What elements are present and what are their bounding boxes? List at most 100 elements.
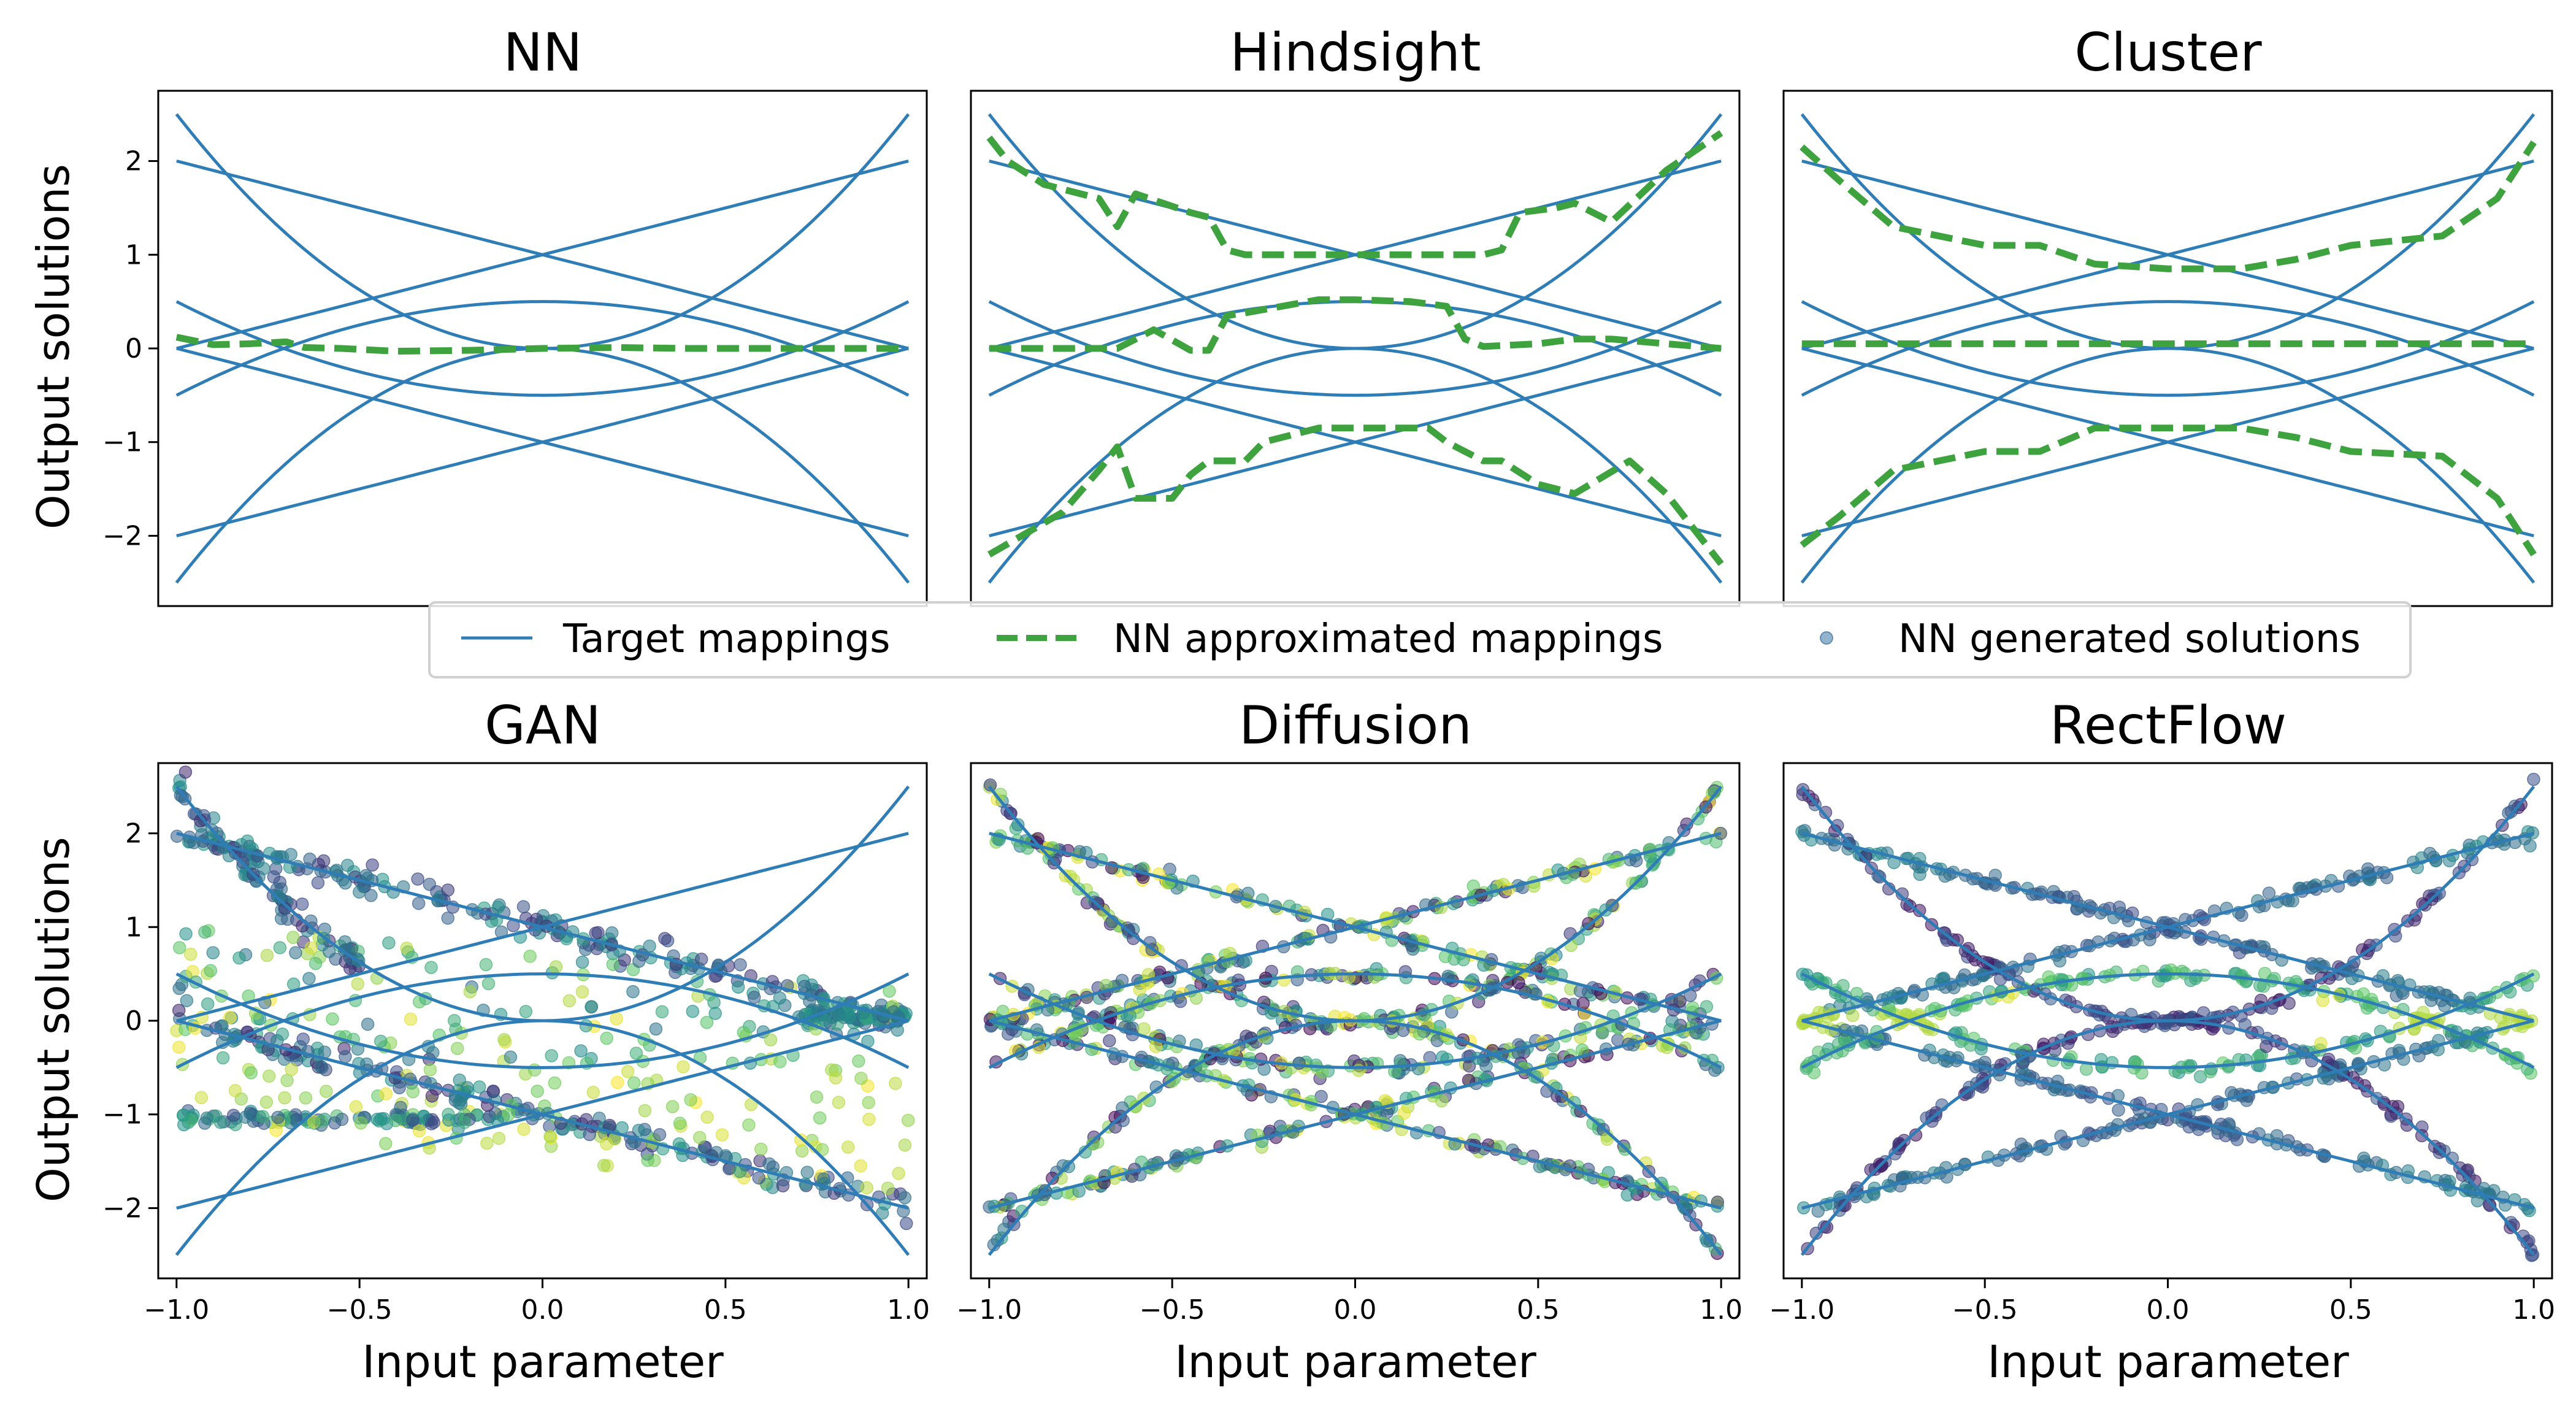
scatter-point	[752, 1171, 765, 1185]
scatter-point	[504, 1050, 518, 1064]
scatter-point	[699, 1140, 713, 1154]
scatter-point	[442, 1113, 456, 1127]
scatter-point	[354, 1116, 368, 1130]
scatter-point	[610, 1012, 623, 1026]
scatter-point	[216, 1051, 230, 1065]
scatter-point	[244, 1066, 258, 1080]
scatter-point	[2314, 1037, 2328, 1051]
scatter-point	[280, 1073, 294, 1088]
scatter-point	[406, 1085, 420, 1099]
target-mapping-line	[175, 972, 910, 1069]
scatter-point	[198, 925, 212, 939]
scatter-point	[296, 1032, 310, 1046]
target-mapping-line	[989, 347, 1722, 537]
scatter-point	[309, 956, 323, 970]
y-axis-label-top: Output solutions	[28, 164, 79, 529]
scatter-point	[299, 1091, 313, 1105]
x-tick-label: 0.0	[2147, 1294, 2190, 1326]
y-tick-label: 2	[125, 146, 142, 177]
scatter-point	[841, 1140, 855, 1154]
scatter-point	[1397, 1106, 1411, 1120]
scatter-point	[1357, 1012, 1371, 1026]
scatter-point	[632, 1123, 646, 1137]
scatter-point	[173, 941, 186, 954]
scatter-point	[2456, 1168, 2469, 1182]
scatter-point	[1892, 1137, 1906, 1151]
target-mapping-line	[989, 832, 1722, 1023]
x-tick-label: 1.0	[1700, 1294, 1742, 1326]
plot-area-nn	[175, 113, 910, 584]
approx-mapping-line	[987, 424, 1724, 566]
x-tick-label: −1.0	[1769, 1294, 1834, 1326]
scatter-point	[854, 1159, 868, 1173]
scatter-point	[2527, 772, 2540, 786]
plot-area-diffusion	[983, 778, 1728, 1260]
panel-title-hindsight: Hindsight	[1230, 22, 1481, 83]
scatter-point	[1011, 818, 1025, 832]
scatter-point	[655, 1005, 669, 1019]
scatter-point	[1045, 1172, 1059, 1185]
scatter-point	[574, 1044, 588, 1058]
scatter-point	[423, 1063, 437, 1077]
target-mappings-cluster	[1800, 113, 2536, 584]
scatter-point	[412, 896, 426, 910]
scatter-point	[898, 1138, 912, 1152]
scatter-point	[575, 955, 589, 969]
scatter-point	[889, 1077, 902, 1090]
scatter-point	[339, 1050, 352, 1064]
scatter-point	[262, 1069, 276, 1083]
scatter-point	[562, 994, 577, 1008]
scatter-point	[259, 1096, 274, 1109]
scatter-point	[597, 1159, 611, 1172]
scatter-point	[319, 1063, 332, 1077]
scatter-point	[423, 877, 437, 891]
scatter-point	[223, 1010, 237, 1024]
scatter-point	[450, 1042, 464, 1055]
scatter-point	[606, 958, 620, 971]
scatter-point	[172, 1004, 186, 1017]
scatter-point	[377, 1112, 391, 1126]
scatter-point	[349, 1100, 363, 1114]
scatter-point	[605, 926, 619, 940]
scatter-point	[764, 1033, 778, 1046]
approx-mapping-line	[1800, 424, 2537, 557]
scatter-point	[549, 960, 563, 973]
x-tick-label: −0.5	[1140, 1294, 1205, 1326]
scatter-point	[2235, 908, 2248, 922]
legend-generated-marker	[1820, 631, 1833, 645]
target-mapping-line	[1801, 159, 2534, 350]
scatter-point	[176, 1108, 190, 1123]
scatter-point	[693, 1131, 707, 1145]
approx-mapping-line	[1800, 140, 2537, 272]
target-mapping-line	[988, 300, 1722, 397]
scatter-point	[1015, 1204, 1029, 1218]
scatter-point	[441, 911, 454, 925]
scatter-point	[366, 858, 379, 872]
approx-mappings-nn	[175, 334, 909, 355]
scatter-point	[708, 1007, 722, 1020]
scatter-point	[463, 985, 477, 999]
scatter-point	[700, 1110, 714, 1124]
y-tick-label: −1	[102, 1099, 142, 1131]
panel-gan: GAN 2 1 0 −1 −2 −1.0 −0.5 0.0 0.5 1.0	[102, 695, 930, 1326]
scatter-point	[447, 1014, 461, 1027]
scatter-point	[829, 1071, 843, 1085]
target-mapping-line	[988, 972, 1722, 1069]
target-mapping-line	[175, 1019, 910, 1256]
scatter-point	[406, 1113, 420, 1127]
approx-mappings-cluster	[1800, 140, 2537, 557]
scatter-point	[424, 961, 438, 974]
scatter-point	[232, 951, 246, 965]
scatter-point	[742, 1118, 756, 1132]
x-tick-label: −0.5	[327, 1294, 393, 1326]
x-tick-label: 0.5	[704, 1294, 747, 1326]
scatter-point	[412, 1124, 426, 1138]
scatter-point	[2386, 1100, 2400, 1113]
scatter-point	[641, 1153, 654, 1167]
scatter-point	[394, 1100, 407, 1115]
scatter-point	[411, 872, 424, 886]
legend: Target mappings NN approximated mappings…	[428, 601, 2412, 678]
scatter-point	[178, 765, 193, 779]
target-mapping-line	[1801, 347, 2534, 537]
